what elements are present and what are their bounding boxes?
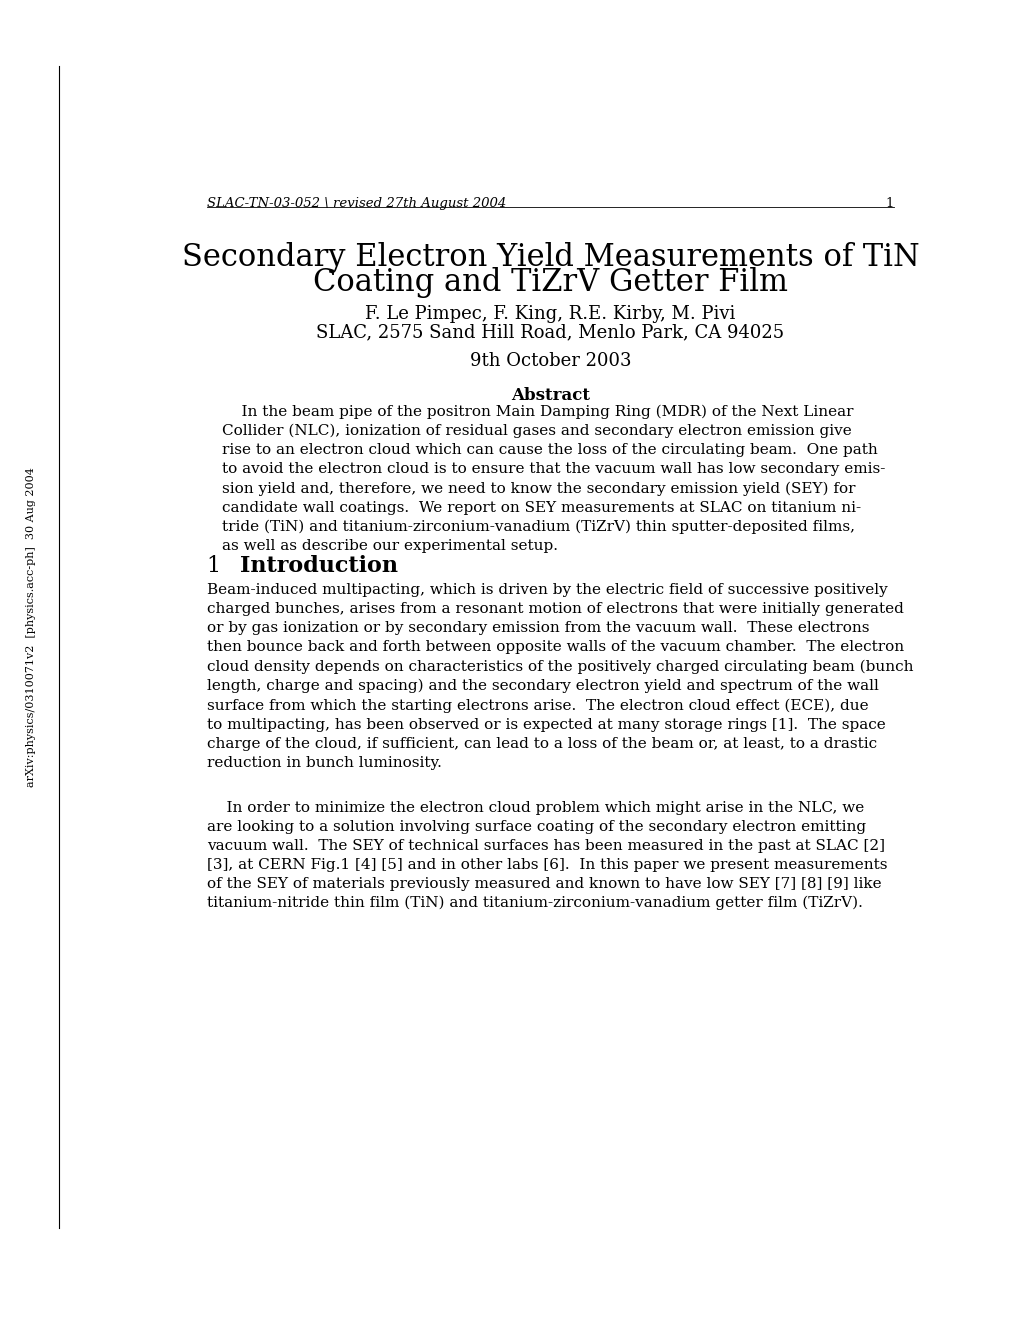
Text: SLAC, 2575 Sand Hill Road, Menlo Park, CA 94025: SLAC, 2575 Sand Hill Road, Menlo Park, C… bbox=[316, 323, 784, 341]
Text: 1: 1 bbox=[206, 554, 220, 577]
Text: 1: 1 bbox=[886, 197, 894, 210]
Text: arXiv:physics/0310071v2  [physics.acc-ph]  30 Aug 2004: arXiv:physics/0310071v2 [physics.acc-ph]… bbox=[25, 467, 36, 787]
Text: Beam-induced multipacting, which is driven by the electric field of successive p: Beam-induced multipacting, which is driv… bbox=[206, 583, 912, 770]
Text: Introduction: Introduction bbox=[239, 554, 397, 577]
Text: Secondary Electron Yield Measurements of TiN: Secondary Electron Yield Measurements of… bbox=[181, 242, 918, 273]
Text: In order to minimize the electron cloud problem which might arise in the NLC, we: In order to minimize the electron cloud … bbox=[206, 801, 887, 909]
Text: Abstract: Abstract bbox=[511, 387, 589, 404]
Text: 9th October 2003: 9th October 2003 bbox=[469, 351, 631, 370]
Text: In the beam pipe of the positron Main Damping Ring (MDR) of the Next Linear
Coll: In the beam pipe of the positron Main Da… bbox=[222, 404, 884, 553]
Text: SLAC-TN-03-052 \ revised 27th August 2004: SLAC-TN-03-052 \ revised 27th August 200… bbox=[206, 197, 505, 210]
Text: Coating and TiZrV Getter Film: Coating and TiZrV Getter Film bbox=[313, 267, 787, 298]
Text: F. Le Pimpec, F. King, R.E. Kirby, M. Pivi: F. Le Pimpec, F. King, R.E. Kirby, M. Pi… bbox=[365, 305, 735, 323]
